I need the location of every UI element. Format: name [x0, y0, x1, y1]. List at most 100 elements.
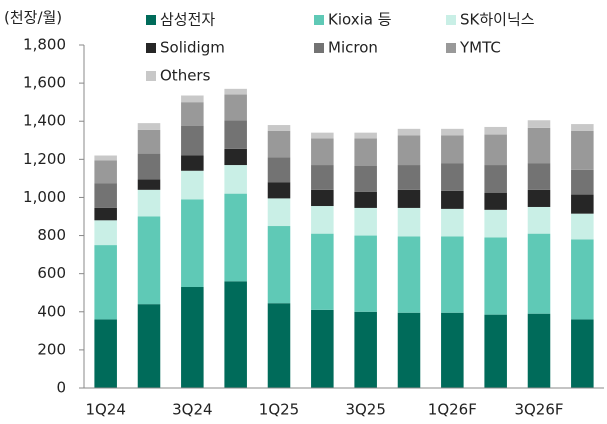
bar-segment	[441, 208, 464, 237]
bar-segment	[224, 88, 247, 95]
bar-segment	[267, 130, 291, 158]
bar-segment	[527, 313, 551, 388]
legend-label: Others	[160, 67, 211, 85]
y-tick-label: 1,200	[23, 150, 66, 168]
x-tick-label: 1Q25	[259, 401, 299, 419]
bar-segment	[94, 160, 117, 184]
bar-segment	[441, 135, 464, 164]
bar-segment	[527, 206, 551, 234]
bar-segment	[267, 226, 291, 304]
x-tick-label: 1Q24	[85, 401, 125, 419]
bar-segment	[267, 125, 291, 131]
bar-segment	[354, 191, 377, 208]
legend-swatch	[314, 43, 324, 53]
bar-segment	[397, 128, 421, 136]
bar-segment	[311, 165, 334, 190]
y-tick-label: 1,400	[23, 112, 66, 130]
bar-segment	[527, 127, 551, 164]
bar-segment	[397, 135, 421, 166]
bar-segment	[224, 148, 247, 166]
bar-segment	[354, 235, 377, 312]
bar-segment	[224, 120, 247, 149]
legend-swatch	[446, 43, 456, 53]
bar-segment	[137, 179, 161, 190]
legend-label: Micron	[328, 39, 378, 57]
bar-segment	[484, 134, 507, 166]
bar-segment	[94, 155, 117, 161]
bar-segment	[137, 123, 161, 130]
bar-segment	[441, 312, 464, 388]
bar-segment	[94, 207, 117, 221]
bar-segment	[267, 182, 291, 199]
y-axis-label: (천장/월)	[4, 9, 62, 27]
y-tick-label: 0	[56, 379, 66, 397]
bar-segment	[311, 309, 334, 388]
bar-segment	[571, 239, 594, 320]
bar-segment	[527, 189, 551, 207]
bar-segment	[441, 236, 464, 313]
legend-label: 삼성전자	[160, 11, 215, 29]
bar-segment	[484, 237, 507, 315]
bar-segment	[181, 125, 204, 156]
bar-segment	[484, 192, 507, 210]
y-tick-label: 1,600	[23, 74, 66, 92]
bar-segment	[571, 194, 594, 214]
bar-segment	[397, 165, 421, 190]
bar-segment	[311, 132, 334, 139]
bar-segment	[94, 220, 117, 246]
bar-segment	[441, 128, 464, 136]
bar-segment	[571, 213, 594, 240]
x-tick-label: 3Q25	[345, 401, 385, 419]
bar-segment	[527, 163, 551, 190]
bar-segment	[354, 166, 377, 192]
legend-label: SK하이닉스	[460, 11, 535, 29]
bar-segment	[181, 170, 204, 200]
bar-segment	[441, 163, 464, 191]
bar-segment	[354, 311, 377, 388]
y-tick-label: 400	[37, 302, 66, 320]
x-tick-label: 1Q26F	[428, 401, 477, 419]
x-tick-label: 3Q26F	[514, 401, 563, 419]
bar-segment	[571, 319, 594, 388]
bar-segment	[571, 130, 594, 170]
bar-segment	[267, 157, 291, 183]
bar-segment	[224, 281, 247, 388]
bar-segment	[354, 132, 377, 139]
bar-segment	[484, 209, 507, 238]
legend-label: YMTC	[459, 39, 501, 57]
x-tick-label: 3Q24	[172, 401, 212, 419]
bar-segment	[527, 120, 551, 128]
y-tick-label: 200	[37, 340, 66, 358]
bar-segment	[397, 189, 421, 208]
legend-swatch	[146, 71, 156, 81]
y-tick-label: 600	[37, 264, 66, 282]
bar-segment	[441, 190, 464, 209]
bar-segment	[311, 233, 334, 310]
bar-segment	[311, 189, 334, 207]
bar-segment	[571, 169, 594, 195]
legend-swatch	[314, 15, 324, 25]
bar-segment	[527, 233, 551, 314]
bar-segment	[181, 287, 204, 388]
bar-segment	[137, 189, 161, 217]
bar-segment	[397, 312, 421, 388]
bar-segment	[354, 138, 377, 167]
bar-segment	[267, 198, 291, 227]
bar-segment	[397, 236, 421, 313]
bar-segment	[181, 199, 204, 288]
legend-label: Kioxia 등	[328, 11, 392, 29]
bar-segment	[181, 95, 204, 103]
y-tick-label: 1,800	[23, 36, 66, 54]
legend-swatch	[446, 15, 456, 25]
y-tick-label: 1,000	[23, 188, 66, 206]
bar-segment	[224, 165, 247, 194]
bar-segment	[181, 155, 204, 171]
bar-segment	[94, 183, 117, 208]
bar-segment	[137, 129, 161, 154]
bar-segment	[484, 165, 507, 193]
bar-segment	[94, 245, 117, 320]
legend-swatch	[146, 15, 156, 25]
bar-segment	[397, 207, 421, 237]
bar-segment	[354, 207, 377, 236]
